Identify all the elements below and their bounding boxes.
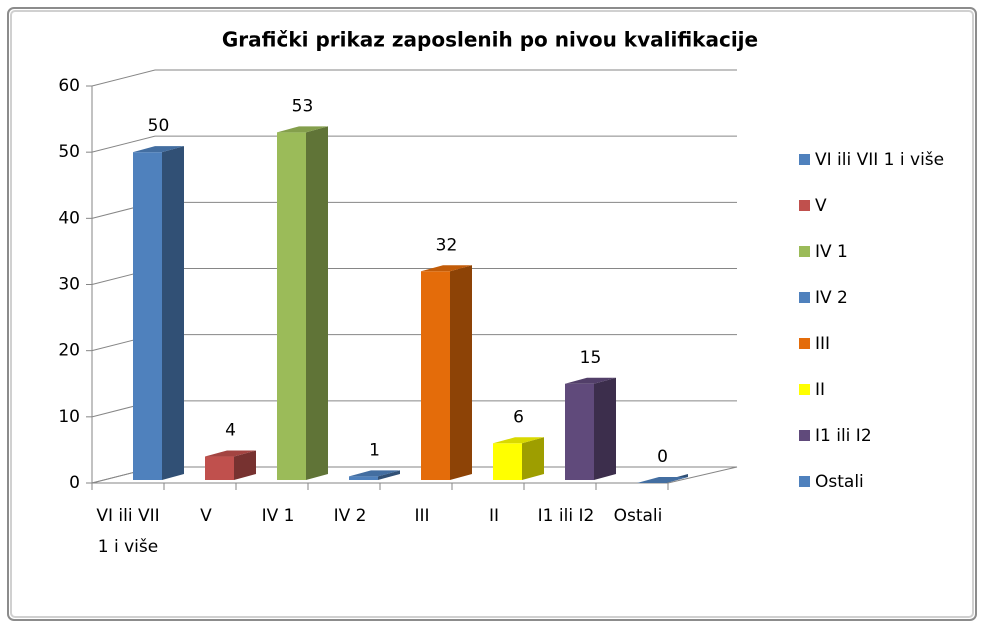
legend-swatch <box>799 338 810 349</box>
data-label: 32 <box>436 235 458 255</box>
bar <box>421 271 450 480</box>
bar <box>277 132 306 481</box>
bar <box>349 476 378 480</box>
legend-label: V <box>815 196 827 216</box>
bar-side <box>594 377 616 480</box>
bar-side <box>234 450 256 480</box>
x-tick-label: I1 ili I2 <box>537 506 595 526</box>
x-tick-label: III <box>414 506 430 526</box>
bar-side <box>522 437 544 480</box>
bar-top <box>493 437 544 444</box>
grid-line <box>91 69 737 87</box>
bar <box>205 456 234 480</box>
data-label: 1 <box>369 440 380 460</box>
x-tick-label: Ostali <box>613 506 663 526</box>
bar-top <box>277 126 328 133</box>
bar-top <box>637 477 688 483</box>
x-tick-label: V <box>200 506 212 526</box>
y-tick-label: 50 <box>58 142 80 162</box>
legend-label: II <box>815 380 825 400</box>
y-tick-label: 30 <box>58 275 80 295</box>
data-label: 53 <box>292 96 314 116</box>
bar <box>565 383 594 480</box>
y-tick-label: 60 <box>58 76 80 96</box>
bar <box>493 443 522 480</box>
legend-label: I1 ili I2 <box>815 426 872 446</box>
y-tick-label: 0 <box>69 473 80 493</box>
legend-swatch <box>799 200 810 211</box>
grid-line <box>91 135 737 153</box>
legend-label: IV 2 <box>815 288 848 308</box>
y-tick-label: 20 <box>58 341 80 361</box>
legend-swatch <box>799 430 810 441</box>
bar-top <box>349 470 400 477</box>
legend-label: VI ili VII 1 i više <box>815 150 944 170</box>
bar <box>133 152 162 480</box>
legend-swatch <box>799 246 810 257</box>
data-label: 4 <box>225 421 236 441</box>
data-label: 0 <box>657 447 668 467</box>
bar-top <box>565 377 616 384</box>
data-label: 6 <box>513 407 524 427</box>
legend-swatch <box>799 476 810 487</box>
x-tick-label: VI ili VII 1 i više <box>96 506 160 557</box>
bar-top <box>205 450 256 457</box>
legend-swatch <box>799 154 810 165</box>
frame-shadow <box>10 10 974 618</box>
x-tick-label: II <box>488 506 500 526</box>
legend-swatch <box>799 384 810 395</box>
data-label: 50 <box>148 116 170 136</box>
y-tick-label: 10 <box>58 407 80 427</box>
legend-label: IV 1 <box>815 242 848 262</box>
y-tick-label: 40 <box>58 208 80 228</box>
legend-swatch <box>799 292 810 303</box>
chart-title: Grafički prikaz zaposlenih po nivou kval… <box>222 28 758 52</box>
bar-side <box>450 265 472 480</box>
bar-top <box>421 265 472 272</box>
x-tick-label: IV 1 <box>261 506 295 526</box>
legend-label: Ostali <box>815 472 864 492</box>
bar-top <box>133 146 184 153</box>
bar-side <box>162 146 184 480</box>
data-label: 15 <box>580 348 602 368</box>
bar-side <box>306 126 328 481</box>
legend-label: III <box>815 334 830 354</box>
bar-side <box>378 470 400 480</box>
x-tick-label: IV 2 <box>333 506 367 526</box>
